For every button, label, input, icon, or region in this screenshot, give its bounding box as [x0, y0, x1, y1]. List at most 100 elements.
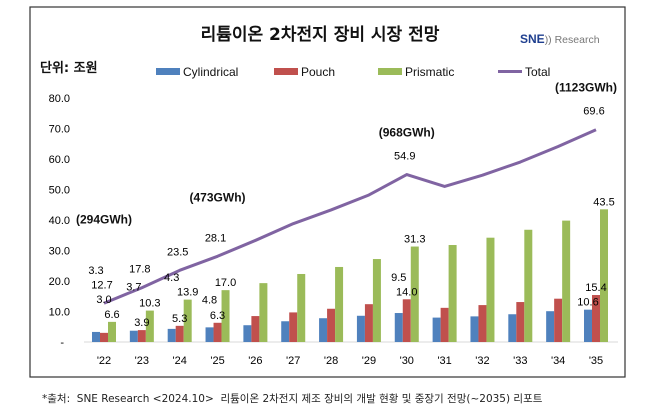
legend-swatch-prismatic	[378, 68, 402, 75]
y-tick-label: 50.0	[49, 185, 70, 197]
y-tick-label: -	[60, 337, 64, 349]
total-line	[103, 128, 597, 305]
y-tick-label: 30.0	[49, 246, 70, 258]
bar-cylindrical	[356, 315, 365, 342]
x-tick-label: '28	[324, 355, 338, 367]
bar-cylindrical	[432, 317, 441, 342]
legend-label: Prismatic	[405, 65, 454, 79]
y-tick-label: 20.0	[49, 276, 70, 288]
bar-cylindrical	[205, 327, 214, 342]
data-label: 3.9	[134, 317, 149, 329]
bar-prismatic	[410, 246, 419, 342]
data-label: 14.0	[396, 286, 417, 298]
unit-label: 단위: 조원	[40, 60, 98, 76]
annotations: (294GWh) (473GWh) (968GWh) (1123GWh)	[76, 81, 617, 227]
bar-pouch	[440, 307, 449, 342]
bar-prismatic	[221, 290, 230, 342]
data-label: 13.9	[177, 287, 198, 299]
x-tick-label: '32	[475, 355, 489, 367]
legend-label: Cylindrical	[183, 65, 238, 79]
bar-cylindrical	[319, 318, 328, 342]
data-label: 6.6	[104, 309, 119, 321]
data-label: 15.4	[585, 282, 606, 294]
footnote: *출처: SNE Research <2024.10> 리튬이온 2차전지 제조…	[42, 393, 543, 405]
bar-prismatic	[108, 321, 116, 342]
x-tick-label: '27	[286, 355, 300, 367]
bar-pouch	[137, 330, 146, 342]
data-label: 10.6	[577, 297, 598, 309]
data-label: 31.3	[404, 234, 425, 246]
x-tick-label: '24	[173, 355, 187, 367]
total-data-label: 17.8	[129, 264, 150, 276]
bar-pouch	[100, 332, 108, 342]
total-data-label: 69.6	[583, 106, 604, 118]
bar-prismatic	[259, 283, 268, 342]
data-label: 3.3	[88, 265, 103, 277]
bar-cylindrical	[508, 314, 517, 342]
bar-prismatic	[183, 299, 192, 342]
y-tick-label: 60.0	[49, 154, 70, 166]
bar-cylindrical	[281, 321, 290, 342]
data-label: 4.8	[202, 294, 217, 306]
y-tick-label: 40.0	[49, 215, 70, 227]
data-label: 6.3	[210, 310, 225, 322]
bar-prismatic	[486, 237, 495, 342]
total-data-label: 12.7	[91, 279, 112, 291]
bar-pouch	[213, 322, 222, 342]
bar-cylindrical	[584, 309, 592, 342]
x-tick-label: '34	[551, 355, 565, 367]
y-tick-label: 70.0	[49, 124, 70, 136]
chart-title: 리튬이온 2차전지 장비 시장 전망	[201, 25, 440, 45]
bar-pouch	[289, 312, 298, 342]
y-tick-label: 10.0	[49, 307, 70, 319]
bar-prismatic	[562, 220, 571, 342]
data-label: 10.3	[139, 298, 160, 310]
bar-cylindrical	[243, 325, 252, 342]
bar-cylindrical	[546, 311, 555, 342]
legend-label: Total	[525, 65, 550, 79]
bar-prismatic	[145, 310, 154, 342]
x-axis: '22 '23 '24 '25 '26 '27 '28 '29 '30 '31 '32 '33 '34 '…	[97, 355, 603, 367]
bar-cylindrical	[470, 316, 479, 342]
bar-pouch	[175, 325, 184, 342]
x-tick-label: '29	[362, 355, 376, 367]
data-label: 3.7	[126, 282, 141, 294]
sne-research-logo: SNE)) Research	[520, 32, 600, 46]
bar-prismatic	[524, 229, 533, 342]
total-line-path	[103, 128, 597, 305]
total-data-label: 23.5	[167, 246, 188, 258]
x-tick-label: '22	[97, 355, 111, 367]
x-tick-label: '23	[135, 355, 149, 367]
legend: Cylindrical Pouch Prismatic Total	[156, 65, 550, 79]
total-data-label: 28.1	[205, 232, 226, 244]
x-tick-label: '35	[589, 355, 603, 367]
data-label: 3.0	[96, 294, 111, 306]
data-label: 4.3	[164, 272, 179, 284]
bar-pouch	[327, 308, 336, 342]
data-label: 9.5	[391, 272, 406, 284]
legend-label: Pouch	[301, 65, 335, 79]
data-label: 43.5	[593, 196, 614, 208]
legend-swatch-pouch	[274, 68, 298, 75]
y-axis: - 10.0 20.0 30.0 40.0 50.0 60.0 70.0 80.0	[49, 93, 70, 349]
bar-prismatic	[372, 259, 381, 342]
bar-prismatic	[600, 209, 608, 342]
x-tick-label: '33	[513, 355, 527, 367]
legend-swatch-cylindrical	[156, 68, 180, 75]
bar-pouch	[516, 302, 525, 342]
bar-pouch	[251, 316, 260, 342]
bar-pouch	[402, 299, 411, 342]
bar-prismatic	[335, 266, 344, 342]
bar-cylindrical	[92, 331, 100, 342]
bar-cylindrical	[394, 313, 403, 342]
bar-pouch	[554, 298, 563, 342]
bar-cylindrical	[167, 328, 176, 342]
bar-pouch	[592, 295, 600, 342]
bar-pouch	[364, 304, 373, 342]
gwh-annotation: (473GWh)	[190, 190, 246, 204]
gwh-annotation: (294GWh)	[76, 212, 132, 226]
bar-prismatic	[297, 273, 306, 342]
data-label: 5.3	[172, 313, 187, 325]
total-data-label: 54.9	[394, 151, 415, 163]
x-tick-label: '31	[437, 355, 451, 367]
